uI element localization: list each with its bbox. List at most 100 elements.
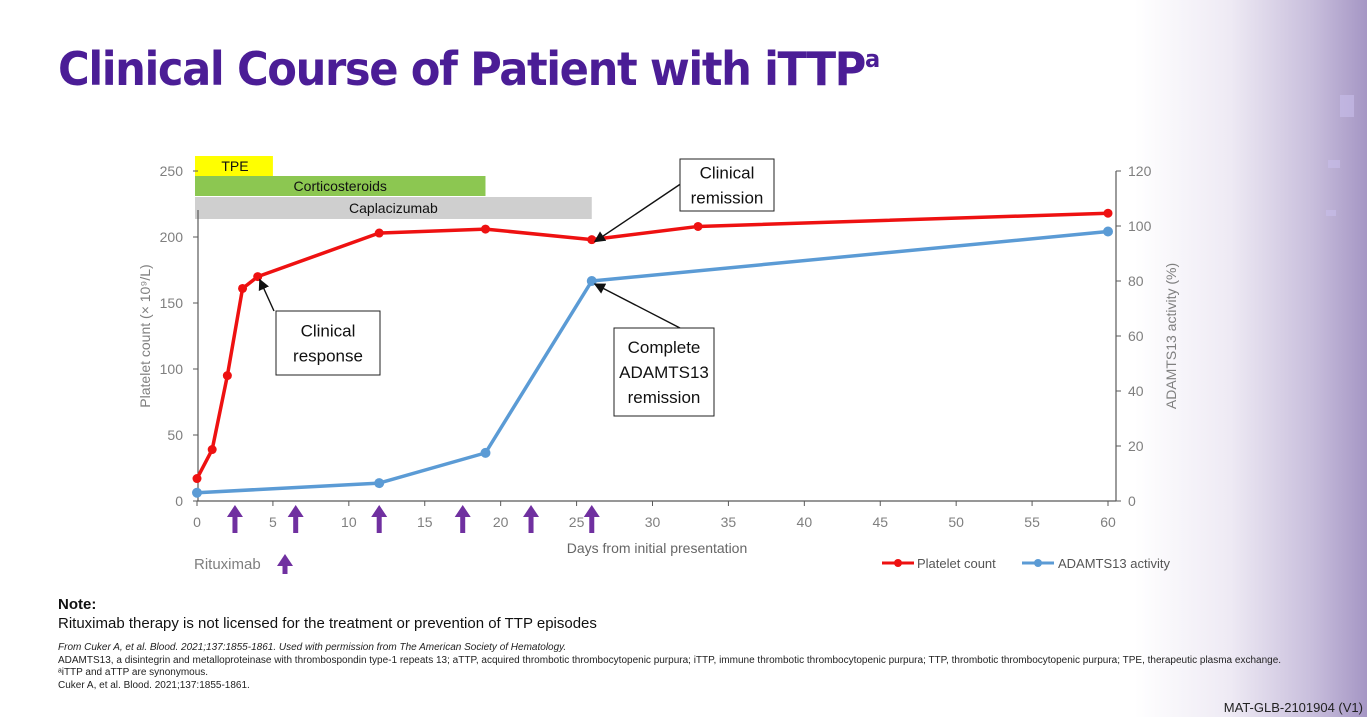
- left-y-tick-label: 100: [160, 361, 184, 377]
- legend-item: Platelet count: [882, 556, 996, 571]
- annotation-arrow: [593, 182, 683, 243]
- treatment-label: TPE: [221, 158, 248, 174]
- arrow-head: [287, 505, 304, 517]
- background-decoration: [1340, 95, 1354, 117]
- slide-title: Clinical Course of Patient with iTTPa: [58, 42, 880, 96]
- platelet-count-point: [587, 235, 597, 245]
- left-y-tick-label: 0: [175, 493, 183, 509]
- rituximab-label: Rituximab: [194, 556, 261, 573]
- right-y-tick-label: 80: [1128, 273, 1144, 289]
- document-code: MAT-GLB-2101904 (V1): [1223, 700, 1363, 715]
- legend-swatch-marker: [1034, 559, 1042, 567]
- annotation-arrow: [593, 283, 681, 329]
- chart-series: [192, 208, 1113, 498]
- legend-item: ADAMTS13 activity: [1022, 556, 1170, 571]
- annotation-text: response: [293, 347, 363, 366]
- arrow-shaft: [282, 565, 288, 574]
- source-line-text: From Cuker A, et al. Blood. 2021;137:185…: [58, 642, 567, 653]
- left-y-tick-label: 250: [160, 163, 184, 179]
- treatment-bar-caplacizumab: [195, 197, 592, 219]
- arrow-shaft: [232, 516, 238, 533]
- arrow-shaft: [460, 516, 466, 533]
- platelet-count-point: [480, 224, 490, 234]
- x-tick-label: 50: [948, 514, 964, 530]
- rituximab-dose-arrow: [454, 505, 471, 533]
- right-y-tick-label: 60: [1128, 328, 1144, 344]
- annotation-text: Clinical: [700, 164, 755, 183]
- treatment-label: Caplacizumab: [349, 200, 438, 216]
- platelet-count-point: [253, 272, 263, 282]
- source-line: From Cuker A, et al. Blood. 2021;137:185…: [58, 642, 1288, 655]
- right-y-tick-label: 0: [1128, 493, 1136, 509]
- rituximab-arrows: Rituximab: [194, 505, 600, 574]
- platelet-count-line: [195, 211, 1109, 480]
- platelet-count-point: [693, 221, 703, 231]
- annotation-text: remission: [691, 189, 764, 208]
- reference: Cuker A, et al. Blood. 2021;137:1855-186…: [58, 679, 250, 691]
- background-decoration: [1326, 210, 1336, 216]
- x-tick-label: 25: [569, 514, 585, 530]
- arrow-head: [454, 505, 471, 517]
- background-decoration: [1328, 160, 1340, 168]
- rituximab-dose-arrow: [583, 505, 600, 533]
- treatment-bars: TPE Corticosteroids Caplacizumab: [195, 156, 592, 219]
- adamts13-activity-point: [1103, 226, 1113, 237]
- left-y-axis-label: Platelet count (× 10⁹/L): [137, 264, 153, 407]
- right-y-axis-label: ADAMTS13 activity (%): [1163, 263, 1179, 409]
- x-axis-label: Days from initial presentation: [567, 540, 748, 556]
- platelet-count-point: [238, 283, 248, 293]
- annotation-box: [275, 310, 381, 376]
- x-tick-label: 30: [645, 514, 661, 530]
- note-section: Note: Rituximab therapy is not licensed …: [58, 596, 597, 632]
- abbreviations: ADAMTS13, a disintegrin and metalloprote…: [58, 654, 1282, 679]
- left-y-tick-label: 50: [167, 427, 183, 443]
- rituximab-legend-arrow: [277, 554, 293, 574]
- platelet-count-point: [1103, 208, 1113, 218]
- arrow-shaft: [528, 516, 534, 533]
- treatment-label: Corticosteroids: [294, 178, 387, 194]
- annotation-arrow: [258, 278, 275, 312]
- arrow-head: [277, 554, 293, 566]
- left-y-tick-label: 200: [160, 229, 184, 245]
- rituximab-dose-arrow: [287, 505, 304, 533]
- title-footnote-marker: a: [864, 45, 881, 73]
- platelet-count-point: [192, 474, 202, 484]
- arrow-shaft: [376, 516, 382, 533]
- annotation-text: ADAMTS13: [619, 363, 709, 382]
- treatment-bar-corticosteroids: [195, 176, 486, 196]
- rituximab-dose-arrow: [371, 505, 388, 533]
- annotation-box: [613, 327, 715, 417]
- platelet-count-point: [374, 228, 384, 238]
- right-y-tick-label: 40: [1128, 383, 1144, 399]
- arrow-head: [226, 505, 243, 517]
- x-tick-label: 20: [493, 514, 509, 530]
- right-y-tick-label: 120: [1128, 163, 1152, 179]
- note-text: Rituximab therapy is not licensed for th…: [58, 615, 597, 632]
- annotation-text: Clinical: [301, 322, 356, 341]
- legend-swatch-marker: [894, 559, 902, 567]
- x-tick-label: 5: [269, 514, 277, 530]
- chart-legend: Platelet count ADAMTS13 activity: [882, 556, 1170, 571]
- adamts13-activity-point: [192, 487, 202, 498]
- footnotes: From Cuker A, et al. Blood. 2021;137:185…: [58, 642, 1288, 692]
- x-tick-label: 0: [193, 514, 201, 530]
- legend-label: Platelet count: [917, 556, 996, 571]
- adamts13-activity-point: [480, 447, 491, 458]
- arrow-head: [583, 505, 600, 517]
- x-tick-label: 45: [872, 514, 888, 530]
- x-tick-label: 40: [797, 514, 813, 530]
- x-tick-label: 10: [341, 514, 357, 530]
- annotation-box: [679, 158, 775, 212]
- platelet-count-point: [207, 445, 217, 455]
- note-heading: Note:: [58, 596, 97, 613]
- rituximab-dose-arrow: [523, 505, 540, 533]
- x-tick-label: 55: [1024, 514, 1040, 530]
- adamts13-activity-point: [374, 478, 385, 489]
- right-y-tick-label: 20: [1128, 438, 1144, 454]
- platelet-count-point: [222, 371, 232, 381]
- left-y-tick-label: 150: [160, 295, 184, 311]
- arrow-shaft: [293, 516, 299, 533]
- annotation-text: Complete: [628, 338, 701, 357]
- treatment-bar-tpe: [195, 156, 273, 176]
